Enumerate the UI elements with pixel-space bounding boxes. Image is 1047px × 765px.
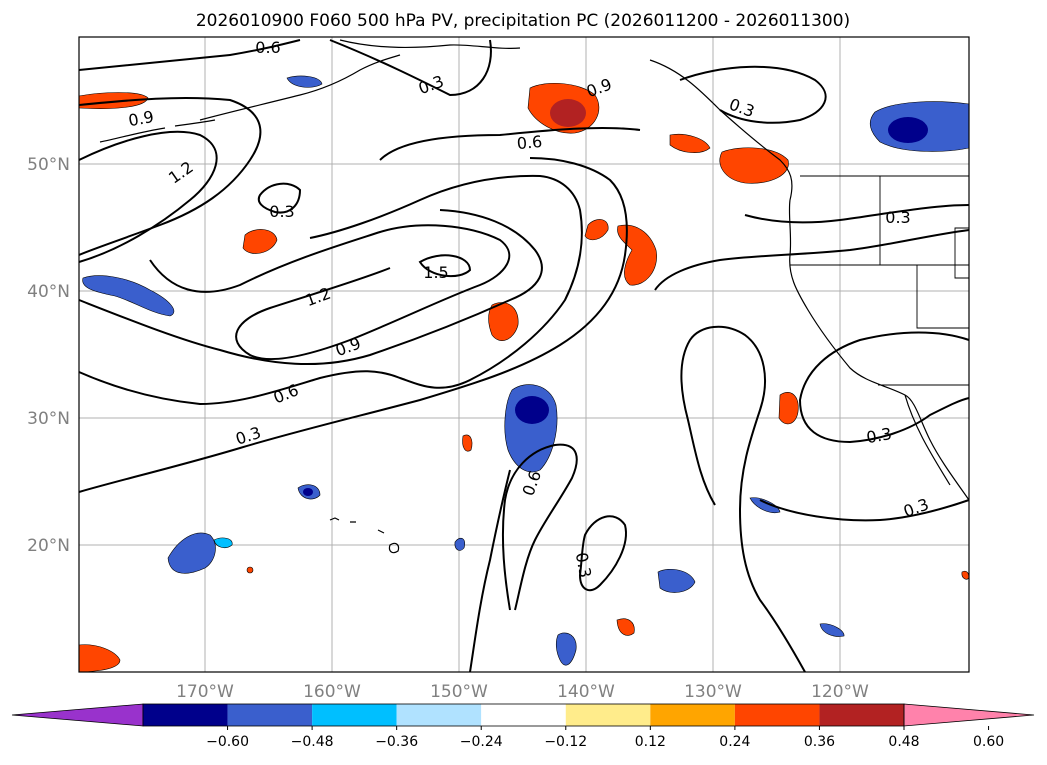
colorbar-segment (396, 704, 482, 726)
colorbar-segment (143, 704, 228, 726)
baja (904, 394, 951, 486)
neg-core-3 (515, 396, 549, 424)
colorbar-tick-label: 0.36 (804, 734, 835, 750)
lat-label: 40°N (27, 282, 70, 302)
contour-0.3-mid (78, 157, 628, 493)
colorbar: −0.60 −0.48 −0.36 −0.24 −0.12 0.12 0.24 0.36 0.4… (11, 703, 1035, 750)
neg-core-ne (888, 117, 928, 143)
lon-label: 170°W (176, 682, 234, 702)
contour-label: 0.6 (516, 132, 543, 153)
lat-label: 30°N (27, 409, 70, 429)
borders (790, 175, 970, 386)
contour-label: 0.3 (885, 208, 910, 227)
contour-0.6-north (78, 39, 301, 71)
neg-area-7 (657, 569, 696, 593)
contour-0.6-center (379, 126, 641, 161)
contour-1.5 (418, 254, 472, 278)
contour-0.3-right (654, 229, 970, 291)
pos-area-6 (778, 392, 799, 425)
neg-area-8 (749, 497, 781, 513)
contour-0.3-south (680, 325, 806, 673)
pos-dot-1 (246, 566, 254, 574)
pos-core-gulf (550, 99, 586, 127)
contour-label: 0.3 (865, 424, 893, 447)
contour-0.6-south (501, 443, 578, 611)
figure-title: 2026010900 F060 500 hPa PV, precipitatio… (196, 11, 850, 31)
contour-0.3-se (759, 499, 970, 522)
contour-1.2-b (149, 224, 511, 361)
state-lines (790, 176, 970, 329)
map-frame (78, 36, 970, 673)
colorbar-border (142, 703, 905, 727)
colorbar-tick-label: −0.36 (375, 734, 418, 750)
aleutians (99, 119, 216, 143)
colorbar-tick-label: 0.24 (719, 734, 750, 750)
contour-0.3-small (578, 515, 627, 592)
colorbar-segment (819, 704, 904, 726)
latitude-labels: 50°N 40°N 30°N 20°N (27, 155, 70, 556)
pos-area-8 (616, 618, 635, 636)
colorbar-segment (650, 704, 735, 726)
colorbar-segment (227, 704, 313, 726)
contour-0.9-mid (78, 209, 543, 366)
pos-area-5 (488, 302, 519, 341)
colorbar-tick-label: −0.12 (544, 734, 587, 750)
alaska-coast (199, 39, 521, 121)
colorbar-segment (481, 704, 566, 726)
pos-area-bc2 (669, 133, 711, 153)
colorbar-segment (565, 704, 651, 726)
neg-area-10 (555, 632, 577, 666)
colorbar-extend-high (903, 703, 1035, 727)
hawaii (329, 517, 400, 554)
neg-area-1 (82, 275, 175, 317)
contour-label: 0.6 (255, 38, 280, 57)
neg-area-2 (286, 75, 323, 88)
contour-0.3-hook (744, 204, 970, 224)
contour-0.3-right-top (679, 65, 827, 124)
longitude-labels: 170°W 160°W 150°W 140°W 130°W 120°W (176, 682, 869, 702)
colorbar-extend-low (11, 703, 144, 727)
contour-label: 0.3 (572, 551, 595, 579)
pos-area-2 (242, 229, 278, 254)
contour-0.3-tongue (469, 469, 511, 673)
lon-label: 160°W (303, 682, 361, 702)
lon-label: 150°W (430, 682, 488, 702)
neg-area-4 (167, 532, 216, 574)
contour-label: 0.3 (269, 202, 294, 221)
colorbar-tick-label: −0.24 (460, 734, 503, 750)
contour-1.2-a (78, 130, 218, 263)
lat-label: 50°N (27, 155, 70, 175)
colorbar-tick-label: 0.60 (973, 734, 1004, 750)
pos-area-1 (78, 92, 149, 109)
lon-label: 120°W (811, 682, 869, 702)
pos-area-7 (462, 434, 473, 452)
neg-core-5 (303, 488, 313, 496)
neg-area-6 (454, 537, 465, 551)
lon-label: 140°W (557, 682, 615, 702)
colorbar-tick-label: −0.48 (291, 734, 334, 750)
contour-0.3-loop (798, 331, 970, 444)
lon-label: 130°W (684, 682, 742, 702)
contour-0.6-mid (78, 174, 583, 406)
colorbar-segment (734, 704, 820, 726)
neg-area-9 (819, 623, 845, 637)
pos-area-3 (584, 219, 609, 241)
pos-area-bc (719, 147, 789, 184)
contour-0.9-north (78, 96, 262, 256)
colorbar-tick-label: 0.48 (888, 734, 919, 750)
contour-label: 0.9 (127, 107, 155, 130)
precip-shading (78, 75, 970, 673)
colorbar-tick-label: 0.12 (635, 734, 666, 750)
colorbar-segment (312, 704, 397, 726)
contour-0.3-ridge (257, 182, 302, 214)
map-background (79, 37, 969, 672)
contour-0.3-north (329, 39, 492, 97)
lat-label: 20°N (27, 536, 70, 556)
colorbar-tick-label: −0.60 (206, 734, 249, 750)
neg-area-11 (213, 537, 233, 549)
contour-label: 1.5 (423, 263, 448, 282)
pv-contours (78, 39, 970, 673)
